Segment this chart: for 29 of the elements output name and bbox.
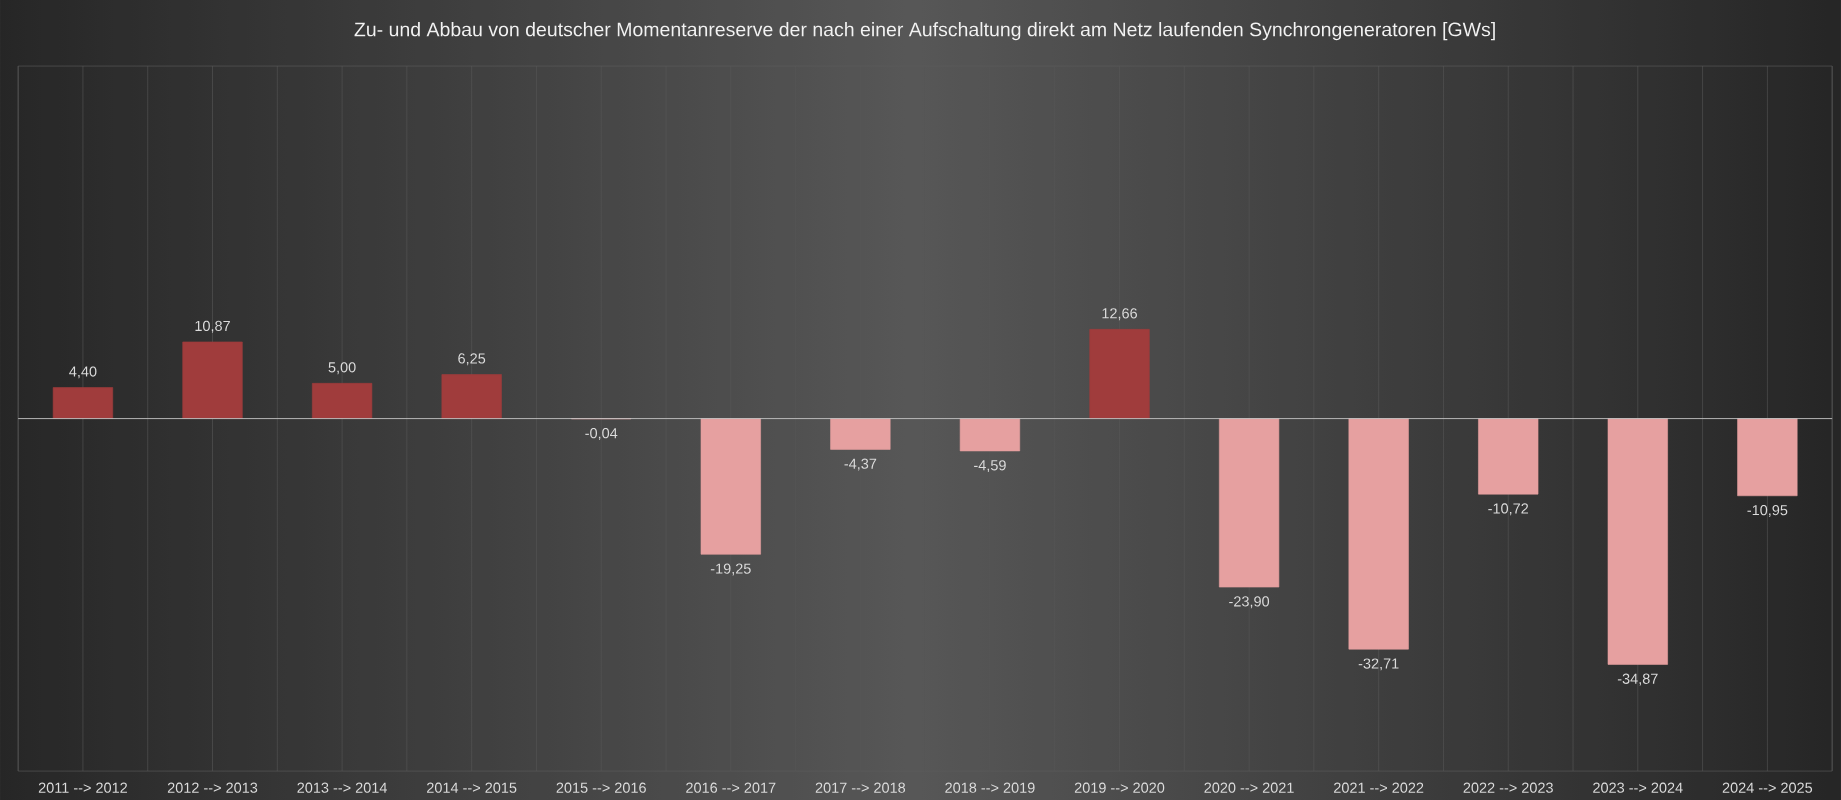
data-label: -4,37: [844, 458, 877, 471]
data-label: -10,95: [1747, 504, 1788, 517]
data-label: -23,90: [1229, 596, 1270, 609]
data-label: -10,72: [1488, 503, 1529, 516]
data-label: -34,87: [1617, 673, 1658, 686]
x-tick-label: 2015 --> 2016: [556, 782, 646, 793]
x-tick-label: 2016 --> 2017: [686, 782, 776, 793]
data-label: 12,66: [1102, 308, 1138, 321]
x-tick-label: 2024 --> 2025: [1722, 782, 1813, 793]
x-tick-label: 2017 --> 2018: [815, 782, 906, 793]
data-label: 5,00: [328, 362, 356, 375]
x-tick-label: 2012 --> 2013: [167, 782, 258, 793]
data-label: -4,59: [974, 460, 1006, 473]
x-tick-label: 2023 --> 2024: [1593, 782, 1683, 793]
chart-title: Zu- und Abbau von deutscher Momentanreserve der nach einer Aufschaltung direkt am Netz laufenden Synchrongeneratoren [GWs]: [354, 22, 1495, 41]
data-label: 6,25: [458, 353, 486, 366]
data-label: -32,71: [1358, 658, 1399, 671]
data-label: -19,25: [710, 563, 751, 576]
data-label: 4,40: [69, 366, 97, 379]
x-tick-label: 2020 --> 2021: [1204, 782, 1294, 793]
x-tick-label: 2013 --> 2014: [297, 782, 387, 793]
data-label: 10,87: [195, 320, 230, 333]
x-tick-label: 2021 --> 2022: [1334, 782, 1424, 793]
x-tick-label: 2022 --> 2023: [1463, 782, 1553, 793]
x-tick-label: 2018 --> 2019: [945, 782, 1035, 793]
x-tick-label: 2011 --> 2012: [38, 782, 127, 793]
x-tick-label: 2019 --> 2020: [1074, 782, 1165, 793]
data-label: -0,04: [585, 428, 618, 441]
x-tick-label: 2014 --> 2015: [427, 782, 517, 793]
